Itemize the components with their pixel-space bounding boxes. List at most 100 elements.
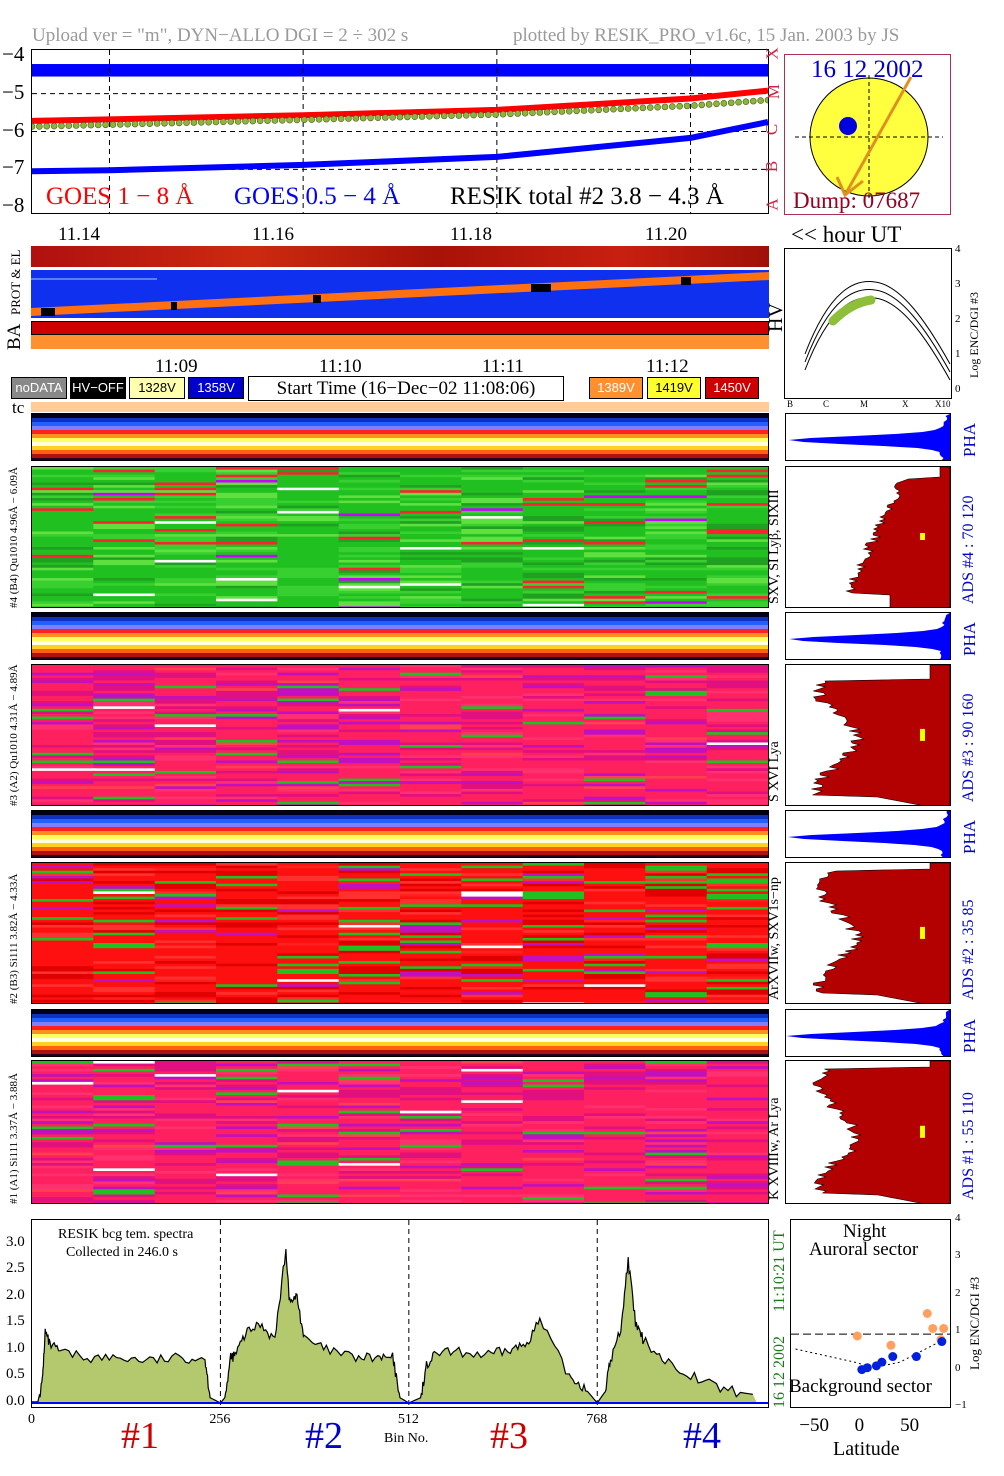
hv-axis-label: HV [765,303,787,332]
pha-profile [785,612,951,660]
channel-label: #1 (A1) Si111 3.37Å − 3.88Å [8,1073,20,1204]
ads-profile-fill [812,1061,950,1203]
ads-marker [920,533,925,540]
resik-point [249,117,257,125]
resik-point [404,113,411,121]
resik-point [595,106,603,114]
resik-point [87,121,95,129]
ads-side-label: ADS #2 : 35 85 [960,899,977,1000]
line-id-label: SXV, SI Lyβ, SIXIII [767,489,782,604]
spectrum-channel-label: #4 [683,1415,721,1457]
hv-x-tick: C [823,399,830,409]
resik-point [735,98,742,106]
latitude-title-night: Night [843,1221,887,1242]
latitude-title-auroral: Auroral sector [809,1239,919,1260]
spectrum-y-tick: 1.0 [6,1339,25,1356]
resik-point [146,120,154,127]
goes-class-tick: M [764,83,784,99]
latitude-y-tick: −1 [955,1399,967,1411]
latitude-point [877,1357,887,1367]
resik-point [315,116,323,123]
sun-panel: 16 12 2002 Dump: 07687 [784,54,951,215]
resik-point [448,112,455,119]
spectrum-y-tick: 1.5 [6,1313,25,1330]
pha-profile [785,1009,951,1057]
goes-long-line [32,87,768,124]
resik-point [558,108,566,115]
pha-profile-fill [786,1010,950,1056]
spectral-spectrogram [31,862,769,1004]
resik-point [705,101,713,108]
latitude-point [937,1337,947,1347]
resik-point [742,98,750,105]
prot-el-label: PROT & EL [8,249,23,316]
channel-label: #2 (B3) Si111 3.82Å − 4.33Å [8,873,20,1004]
ads-profile [785,1060,951,1204]
legend-time-tick: 11:11 [482,356,524,377]
latitude-chart [791,1309,950,1375]
spectrum-time: 11:10:21 UT [771,1230,788,1312]
spectrum-chart [32,1220,768,1407]
pha-spectrogram [31,413,769,461]
tc-bar [31,402,769,412]
resik-point [183,119,190,127]
resik-point [602,106,610,113]
goes-y-tick: −8 [2,193,25,218]
spectrum-panel: RESIK bcg tem. spectra Collected in 246.… [31,1219,769,1408]
resik-point [234,118,242,125]
pha-spectrogram [31,1009,769,1057]
hv-y-tick: 1 [955,348,961,360]
resik-point [36,123,43,130]
ads-marker [920,926,925,939]
hv-measured [828,295,876,326]
sun-date: 16 12 2002 [811,56,924,83]
resik-point [323,115,330,123]
resik-point [153,120,161,127]
ads-side-label: ADS #3 : 90 160 [960,693,977,802]
resik-point [374,114,382,122]
pha-side-label: PHA [960,1018,979,1053]
resik-point [256,117,264,125]
hv-ramp [31,272,769,316]
resik-point [470,111,477,119]
resik-point [757,97,764,104]
resik-point [94,121,102,129]
resik-point [330,115,338,123]
spectrum-legend-time: Collected in 246.0 s [66,1245,178,1260]
legend-time-tick: 11:10 [319,356,362,377]
goes-y-tick: −5 [2,79,25,104]
goes-class-tick: A [762,198,782,211]
latitude-x-tick: 0 [854,1415,865,1436]
resik-point [227,118,235,125]
pha-spectrogram [31,810,769,858]
ads-profile [785,862,951,1004]
spectrum-channel-label: #3 [490,1415,528,1457]
legend-chip: 1328V [129,377,185,399]
spectrum-x-tick: 0 [28,1412,35,1427]
resik-point [161,119,168,127]
legend-chip: 1419V [647,377,701,399]
resik-point [345,115,352,122]
start-time-label: Start Time (16−Dec−02 11:08:06) [276,378,536,399]
latitude-y-label: Log ENC/DGI #3 [967,1276,982,1370]
ba-label: BA [4,323,25,350]
spectrum-date: 16 12 2002 [771,1336,788,1408]
resik-point [301,116,308,124]
resik-point [389,113,396,121]
resik-point [50,122,58,130]
ads-side-label: ADS #4 : 70 120 [960,495,977,604]
goes-class-tick: X [762,47,782,60]
spectrum-y-tick: 0.5 [6,1366,25,1383]
hv-y-label: Log ENC/DGI #3 [967,292,981,378]
latitude-y-tick: 3 [955,1249,961,1262]
resik-point [293,116,301,124]
hv-panel: B C M X X10 [784,248,952,409]
resik-point [212,118,220,126]
resik-point [573,107,580,115]
time-tick: 11.16 [252,224,295,245]
hv-x-tick: M [860,399,869,409]
resik-point [426,112,433,120]
legend-chip: 1358V [188,377,244,399]
resik-point [242,117,249,125]
hv-status-bar [31,270,769,318]
